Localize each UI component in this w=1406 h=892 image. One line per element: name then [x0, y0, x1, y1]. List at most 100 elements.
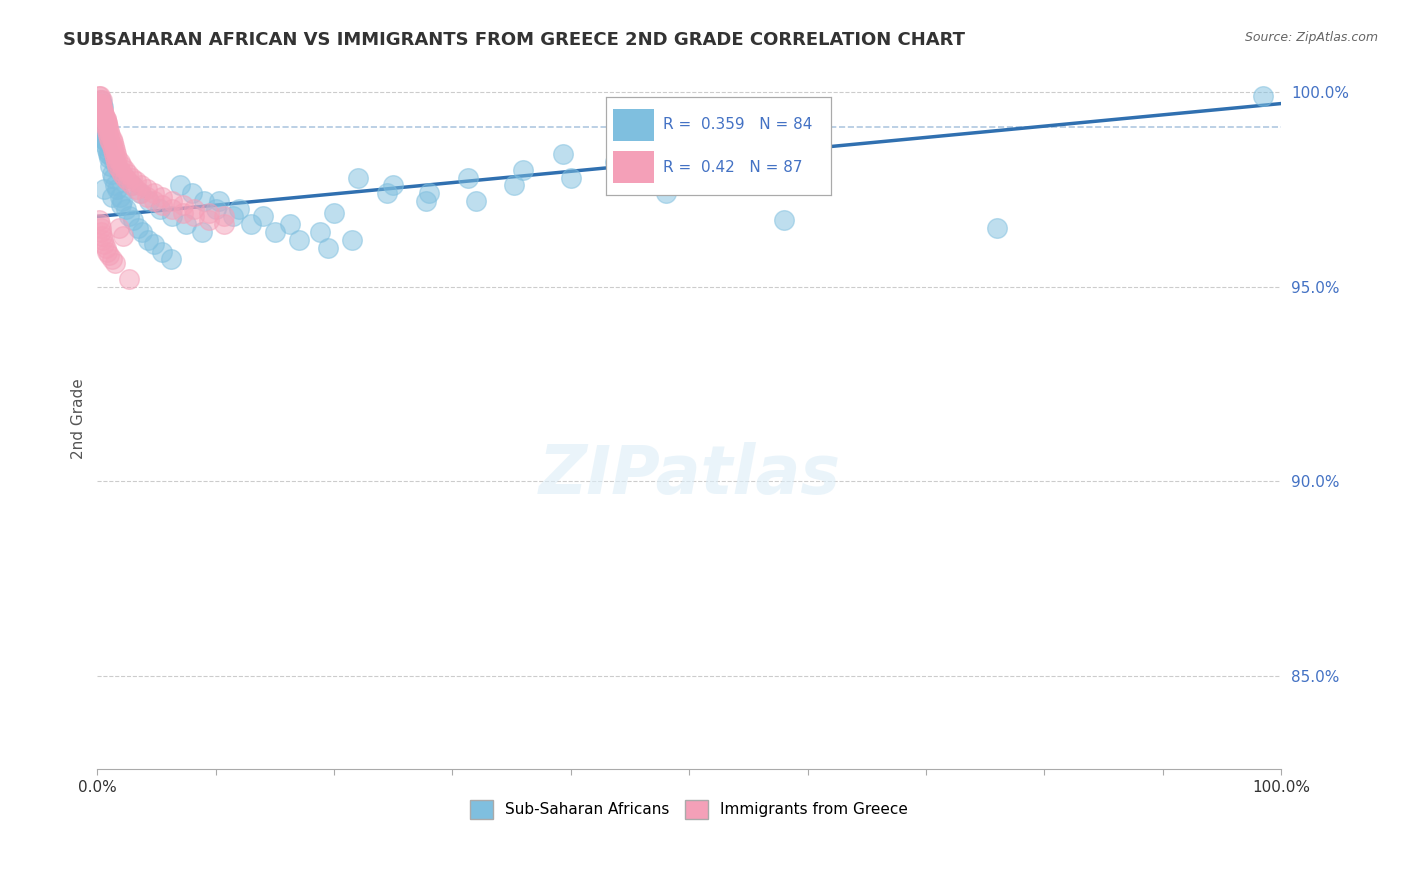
Point — [112, 228, 135, 243]
Point — [89, 93, 111, 107]
Point — [108, 190, 131, 204]
Point — [103, 139, 125, 153]
Point — [93, 124, 115, 138]
Point — [105, 155, 128, 169]
Point — [107, 162, 129, 177]
Point — [658, 162, 681, 177]
Point — [169, 178, 191, 193]
Point — [1253, 88, 1275, 103]
Point — [503, 178, 526, 193]
Point — [212, 217, 235, 231]
Point — [107, 151, 129, 165]
Point — [136, 190, 159, 204]
Point — [117, 167, 139, 181]
Point — [100, 139, 122, 153]
Point — [100, 128, 122, 142]
Point — [93, 131, 115, 145]
Point — [287, 233, 309, 247]
Point — [90, 112, 112, 127]
Point — [104, 256, 127, 270]
Point — [152, 198, 174, 212]
Point — [97, 120, 120, 134]
Point — [104, 151, 127, 165]
Point — [340, 233, 363, 247]
Point — [91, 108, 114, 122]
Point — [181, 186, 204, 200]
Point — [91, 228, 114, 243]
Point — [94, 136, 117, 150]
Point — [131, 225, 153, 239]
Point — [197, 213, 219, 227]
Point — [89, 104, 111, 119]
Point — [98, 124, 121, 138]
Point — [89, 100, 111, 114]
Point — [87, 213, 110, 227]
Point — [323, 205, 346, 219]
Point — [129, 178, 152, 193]
Point — [98, 151, 121, 165]
Point — [91, 112, 114, 127]
Point — [560, 170, 582, 185]
Point — [94, 120, 117, 134]
Point — [986, 221, 1008, 235]
Point — [114, 162, 136, 177]
Point — [93, 108, 115, 122]
Point — [107, 159, 129, 173]
Y-axis label: 2nd Grade: 2nd Grade — [72, 378, 86, 459]
Text: ZIPatlas: ZIPatlas — [538, 442, 841, 508]
Point — [87, 120, 110, 134]
Point — [114, 170, 136, 185]
Point — [377, 186, 399, 200]
Point — [204, 202, 226, 216]
Point — [87, 96, 110, 111]
Point — [121, 178, 143, 193]
Point — [93, 108, 115, 122]
Point — [97, 147, 120, 161]
Point — [100, 136, 122, 150]
Point — [89, 128, 111, 142]
Point — [654, 186, 676, 200]
Point — [143, 186, 166, 200]
Text: Source: ZipAtlas.com: Source: ZipAtlas.com — [1244, 31, 1378, 45]
Point — [127, 221, 149, 235]
Point — [129, 186, 152, 200]
Point — [264, 225, 287, 239]
Point — [98, 147, 121, 161]
Point — [125, 174, 148, 188]
Point — [415, 194, 437, 208]
Point — [346, 170, 368, 185]
Point — [94, 112, 117, 127]
Point — [100, 167, 122, 181]
Point — [103, 155, 125, 169]
Point — [152, 244, 174, 259]
Point — [100, 190, 122, 204]
Point — [125, 182, 148, 196]
Point — [91, 131, 114, 145]
Point — [94, 241, 117, 255]
Point — [121, 213, 143, 227]
Point — [101, 143, 124, 157]
Point — [159, 252, 181, 267]
Point — [183, 210, 205, 224]
Point — [94, 112, 117, 127]
Point — [252, 210, 274, 224]
Point — [607, 178, 630, 193]
Point — [96, 116, 118, 130]
Point — [107, 182, 129, 196]
Point — [100, 131, 122, 145]
Point — [100, 252, 122, 267]
Point — [90, 225, 112, 239]
Point — [149, 202, 172, 216]
Point — [551, 147, 574, 161]
Point — [749, 162, 772, 177]
Point — [94, 139, 117, 153]
Point — [111, 167, 134, 181]
Point — [108, 162, 131, 177]
Point — [197, 205, 219, 219]
Point — [183, 202, 205, 216]
Point — [240, 217, 263, 231]
Point — [101, 170, 124, 185]
Point — [91, 96, 114, 111]
Point — [138, 194, 160, 208]
Point — [111, 159, 134, 173]
